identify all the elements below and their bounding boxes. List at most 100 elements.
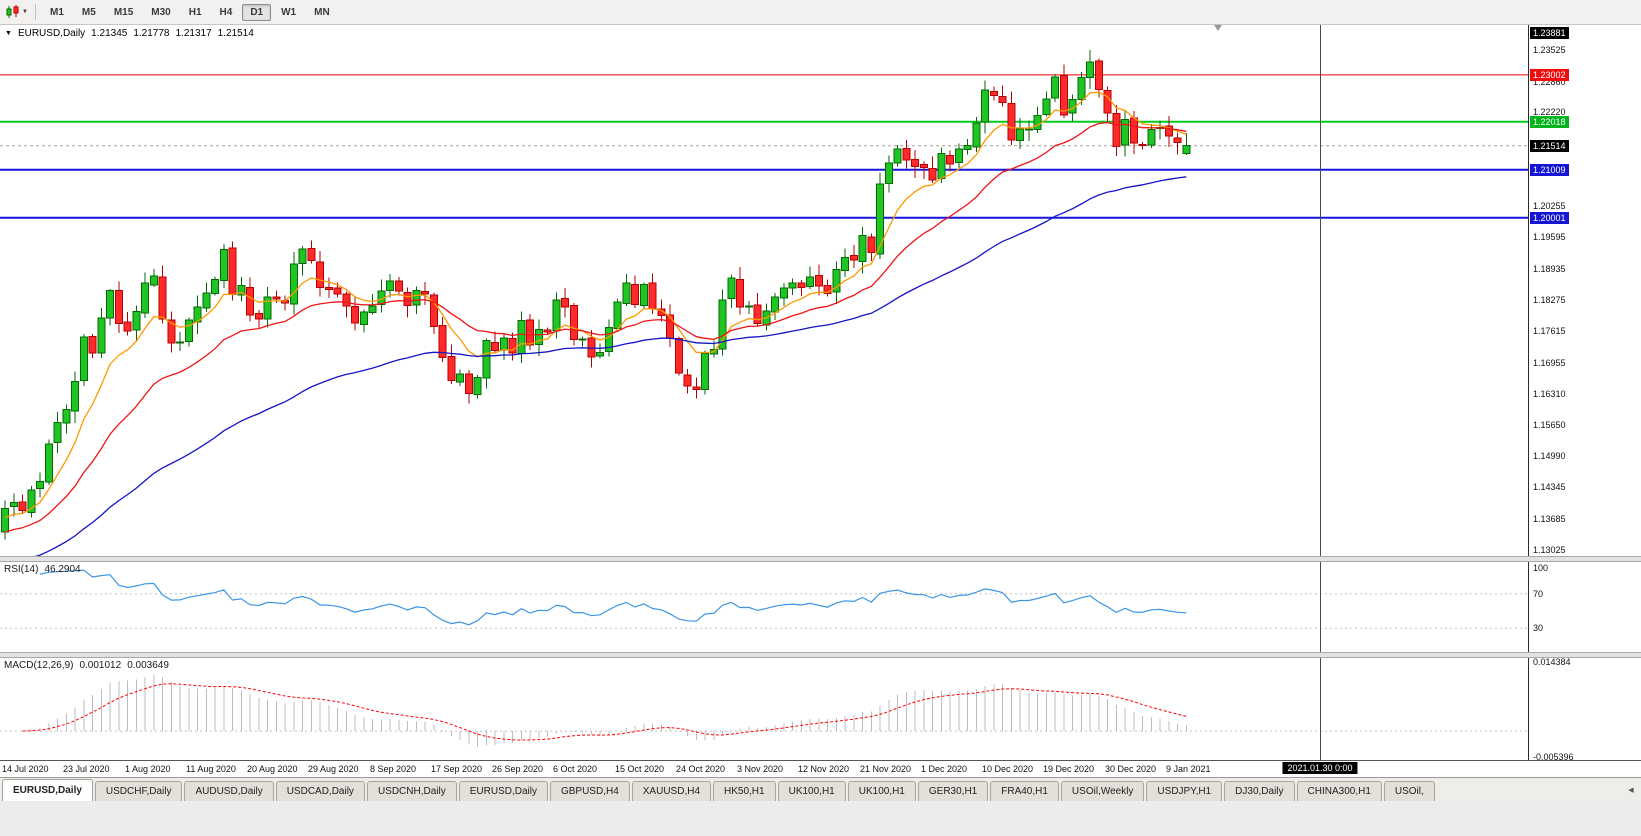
vertical-line-date-badge: 2021.01.30 0:00 bbox=[1282, 762, 1358, 774]
chart-period-button[interactable]: ▼ bbox=[4, 3, 30, 21]
date-axis-label: 10 Dec 2020 bbox=[982, 764, 1034, 774]
timeframe-button-h4[interactable]: H4 bbox=[219, 6, 233, 18]
date-axis-label: 11 Aug 2020 bbox=[186, 764, 236, 774]
low-value: 1.21317 bbox=[175, 28, 212, 39]
dropdown-caret-icon: ▼ bbox=[22, 9, 28, 15]
chart-tab-fra40-h1[interactable]: FRA40,H1 bbox=[990, 781, 1059, 801]
price-badge: 1.22018 bbox=[1530, 116, 1569, 128]
panel-splitter-macd[interactable] bbox=[0, 652, 1641, 658]
chart-tab-usdcnh-daily[interactable]: USDCNH,Daily bbox=[366, 781, 457, 801]
timeframe-button-m15[interactable]: M15 bbox=[113, 6, 134, 18]
date-axis-label: 1 Aug 2020 bbox=[125, 764, 171, 774]
chart-tab-china300-h1[interactable]: CHINA300,H1 bbox=[1296, 781, 1382, 801]
price-axis-tick: 1.16955 bbox=[1533, 358, 1566, 368]
timeframe-button-m5[interactable]: M5 bbox=[81, 6, 96, 18]
price-chart-panel[interactable]: ▼ EURUSD,Daily 1.21345 1.21778 1.21317 1… bbox=[0, 24, 1528, 556]
timeframe-button-m30[interactable]: M30 bbox=[151, 6, 171, 18]
chart-tab-eurusd-daily-1[interactable]: EURUSD,Daily bbox=[2, 779, 93, 801]
timeframe-button-mn[interactable]: MN bbox=[314, 6, 330, 18]
date-axis-label: 20 Aug 2020 bbox=[247, 764, 298, 774]
high-value: 1.21778 bbox=[133, 28, 170, 39]
price-axis-tick: 1.22220 bbox=[1533, 107, 1566, 117]
date-axis-label: 6 Oct 2020 bbox=[553, 764, 598, 774]
macd-main-value: 0.001012 bbox=[79, 660, 122, 671]
vertical-line-object[interactable] bbox=[1320, 24, 1321, 760]
price-badge: 1.21009 bbox=[1530, 164, 1569, 176]
date-axis-label: 1 Dec 2020 bbox=[921, 764, 968, 774]
price-axis-tick: 1.20255 bbox=[1533, 201, 1566, 211]
macd-signal-value: 0.003649 bbox=[127, 660, 169, 671]
date-axis-label: 21 Nov 2020 bbox=[860, 764, 912, 774]
chart-workspace: ▼ EURUSD,Daily 1.21345 1.21778 1.21317 1… bbox=[0, 24, 1641, 778]
date-axis-label: 24 Oct 2020 bbox=[676, 764, 726, 774]
date-axis-label: 3 Nov 2020 bbox=[737, 764, 784, 774]
chart-tab-usoil-weekly[interactable]: USOil,Weekly bbox=[1060, 781, 1145, 801]
price-axis-tick: 1.17615 bbox=[1533, 326, 1566, 336]
rsi-value: 46.2904 bbox=[44, 564, 81, 575]
timeframe-button-h1[interactable]: H1 bbox=[188, 6, 202, 18]
open-value: 1.21345 bbox=[91, 28, 128, 39]
date-axis[interactable]: 2021.01.30 0:00 14 Jul 2020 23 Jul 2020 1 … bbox=[0, 760, 1641, 778]
chart-tab-gbpusd-h4[interactable]: GBPUSD,H4 bbox=[549, 781, 630, 801]
price-axis-tick: 1.13025 bbox=[1533, 545, 1566, 555]
chart-tab-uk100-h1-1[interactable]: UK100,H1 bbox=[777, 781, 846, 801]
timeframe-button-m1[interactable]: M1 bbox=[50, 6, 64, 18]
chart-title-ohlc: ▼ EURUSD,Daily 1.21345 1.21778 1.21317 1… bbox=[5, 28, 254, 39]
panel-splitter-rsi[interactable] bbox=[0, 556, 1641, 562]
date-axis-label: 29 Aug 2020 bbox=[308, 764, 359, 774]
macd-label: MACD(12,26,9) 0.001012 0.003649 bbox=[4, 660, 169, 671]
chart-tab-usoil-cut[interactable]: USOil, bbox=[1383, 781, 1435, 801]
chart-tab-audusd-daily[interactable]: AUDUSD,Daily bbox=[184, 781, 274, 801]
price-axis-tick: 1.16310 bbox=[1533, 389, 1566, 399]
candlestick-plot[interactable] bbox=[0, 24, 1528, 556]
price-badge: 1.20001 bbox=[1530, 212, 1569, 224]
chart-shift-marker-icon[interactable] bbox=[1214, 25, 1222, 31]
chart-tab-ger30-h1[interactable]: GER30,H1 bbox=[917, 781, 989, 801]
toolbar-separator bbox=[35, 4, 36, 20]
timeframe-button-w1[interactable]: W1 bbox=[281, 6, 297, 18]
rsi-axis-tick: 30 bbox=[1533, 623, 1544, 633]
status-bar bbox=[0, 800, 1641, 836]
chart-tab-hk50-h1[interactable]: HK50,H1 bbox=[713, 781, 776, 801]
close-value: 1.21514 bbox=[217, 28, 254, 39]
date-axis-label: 17 Sep 2020 bbox=[431, 764, 483, 774]
price-axis-tick: 1.23525 bbox=[1533, 45, 1566, 55]
date-axis-label: 23 Jul 2020 bbox=[63, 764, 110, 774]
price-axis-tick: 1.19595 bbox=[1533, 232, 1566, 242]
rsi-axis-tick: 100 bbox=[1533, 563, 1549, 573]
timeframe-toolbar: ▼ M1 M5 M15 M30 H1 H4 D1 W1 MN bbox=[0, 0, 1641, 25]
price-axis-tick: 1.22860 bbox=[1533, 77, 1566, 87]
chart-tab-uk100-h1-2[interactable]: UK100,H1 bbox=[847, 781, 916, 801]
collapse-arrow-icon[interactable]: ▼ bbox=[5, 30, 12, 37]
rsi-name: RSI(14) bbox=[4, 564, 39, 575]
date-axis-label: 14 Jul 2020 bbox=[2, 764, 49, 774]
macd-indicator-panel[interactable]: MACD(12,26,9) 0.001012 0.003649 bbox=[0, 658, 1528, 760]
tab-scroll-left-icon[interactable]: ◀ bbox=[1623, 782, 1639, 798]
rsi-indicator-panel[interactable]: RSI(14) 46.2904 bbox=[0, 562, 1528, 652]
timeframe-button-d1[interactable]: D1 bbox=[242, 3, 272, 21]
symbol-period-label: EURUSD,Daily bbox=[17, 28, 86, 39]
rsi-plot[interactable] bbox=[0, 562, 1528, 652]
date-axis-label: 15 Oct 2020 bbox=[615, 764, 665, 774]
macd-axis-tick: 0.014384 bbox=[1533, 657, 1571, 667]
price-axis-tick: 1.18935 bbox=[1533, 264, 1566, 274]
chart-tab-eurusd-daily-2[interactable]: EURUSD,Daily bbox=[458, 781, 548, 801]
rsi-axis-tick: 70 bbox=[1533, 589, 1544, 599]
price-badge: 1.21514 bbox=[1530, 140, 1569, 152]
candlestick-chart-icon bbox=[6, 5, 19, 18]
date-axis-label: 19 Dec 2020 bbox=[1043, 764, 1095, 774]
chart-tab-usdjpy-h1[interactable]: USDJPY,H1 bbox=[1146, 781, 1223, 801]
chart-tab-bar: EURUSD,Daily USDCHF,Daily AUDUSD,Daily U… bbox=[0, 777, 1641, 801]
date-axis-label: 26 Sep 2020 bbox=[492, 764, 544, 774]
chart-tab-usdchf-daily[interactable]: USDCHF,Daily bbox=[94, 781, 183, 801]
chart-tab-xauusd-h4[interactable]: XAUUSD,H4 bbox=[631, 781, 712, 801]
macd-name: MACD(12,26,9) bbox=[4, 660, 74, 671]
date-axis-label: 8 Sep 2020 bbox=[370, 764, 417, 774]
price-axis-tick: 1.18275 bbox=[1533, 295, 1566, 305]
price-axis[interactable]: 1.23525 1.22860 1.22220 1.20255 1.19595 1.189… bbox=[1528, 24, 1641, 762]
macd-plot[interactable] bbox=[0, 658, 1528, 760]
chart-tab-dj30-daily[interactable]: DJ30,Daily bbox=[1224, 781, 1295, 801]
rsi-label: RSI(14) 46.2904 bbox=[4, 564, 81, 575]
price-axis-tick: 1.13685 bbox=[1533, 514, 1566, 524]
chart-tab-usdcad-daily[interactable]: USDCAD,Daily bbox=[275, 781, 365, 801]
